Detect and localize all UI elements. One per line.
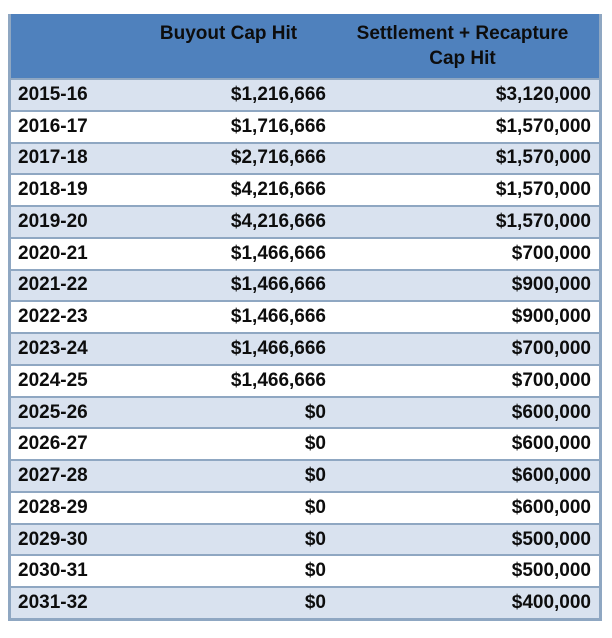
cell-season: 2023-24 [18,338,88,359]
table-row: 2031-32 $0 $400,000 [11,586,599,619]
cell-season: 2022-23 [18,306,88,328]
table-row: 2028-29 $0 $600,000 [11,490,599,523]
cell-buyout: $0 [304,528,326,550]
cell-settlement: $700,000 [511,338,591,359]
cell-settlement: $700,000 [511,369,591,391]
cell-season: 2016-17 [18,115,88,137]
cell-season: 2018-19 [18,179,88,201]
cell-buyout: $2,716,666 [230,147,326,169]
cell-buyout: $1,466,666 [230,274,326,296]
cell-settlement: $1,570,000 [495,210,591,232]
cell-buyout: $1,466,666 [230,369,326,391]
table-row: 2030-31 $0 $500,000 [11,554,599,587]
cell-buyout: $0 [304,496,326,518]
table-row: 2024-25 $1,466,666 $700,000 [11,363,599,396]
cell-settlement: $500,000 [511,528,591,550]
column-header-buyout-label: Buyout Cap Hit [159,23,298,44]
cell-buyout: $1,466,666 [230,242,326,264]
cell-buyout: $1,716,666 [230,115,326,137]
cell-buyout: $1,466,666 [230,306,326,328]
cell-settlement: $700,000 [511,242,591,264]
table-row: 2021-22 $1,466,666 $900,000 [11,268,599,301]
cell-settlement: $600,000 [511,433,591,455]
column-header-buyout: Buyout Cap Hit [131,21,326,46]
cell-settlement: $3,120,000 [495,83,591,105]
cell-settlement: $600,000 [511,465,591,487]
cell-settlement: $1,570,000 [495,179,591,201]
table-row: 2023-24 $1,466,666 $700,000 [11,332,599,364]
cell-buyout: $0 [304,465,326,487]
cell-settlement: $500,000 [511,560,591,582]
table-row: 2020-21 $1,466,666 $700,000 [11,236,599,269]
cell-season: 2017-18 [18,147,88,169]
cell-buyout: $4,216,666 [230,179,326,201]
table-row: 2017-18 $2,716,666 $1,570,000 [11,141,599,174]
cell-settlement: $1,570,000 [495,147,591,169]
table-row: 2027-28 $0 $600,000 [11,459,599,491]
table-row: 2025-26 $0 $600,000 [11,395,599,428]
table-row: 2026-27 $0 $600,000 [11,427,599,460]
cell-season: 2021-22 [18,274,88,296]
column-header-settlement-label: Settlement + Recapture Cap Hit [356,23,569,70]
cell-season: 2015-16 [18,83,88,105]
cap-hit-table: Buyout Cap Hit Settlement + Recapture Ca… [8,14,602,621]
cell-season: 2028-29 [18,496,88,518]
cell-season: 2031-32 [18,592,88,614]
cell-buyout: $4,216,666 [230,210,326,232]
cell-season: 2026-27 [18,433,88,455]
cell-settlement: $600,000 [511,401,591,423]
cell-season: 2019-20 [18,210,88,232]
cell-buyout: $1,216,666 [230,83,326,105]
cell-buyout: $0 [304,592,326,614]
table-header-row: Buyout Cap Hit Settlement + Recapture Ca… [11,14,599,78]
cell-season: 2025-26 [18,401,88,423]
cell-settlement: $900,000 [511,306,591,328]
table-row: 2029-30 $0 $500,000 [11,522,599,555]
cell-settlement: $900,000 [511,274,591,296]
table-row: 2018-19 $4,216,666 $1,570,000 [11,173,599,206]
cell-season: 2020-21 [18,242,88,264]
cell-buyout: $1,466,666 [230,338,326,359]
cell-buyout: $0 [304,433,326,455]
cell-buyout: $0 [304,560,326,582]
cell-settlement: $1,570,000 [495,115,591,137]
cell-season: 2029-30 [18,528,88,550]
table-row: 2022-23 $1,466,666 $900,000 [11,300,599,333]
table-row: 2019-20 $4,216,666 $1,570,000 [11,205,599,237]
column-header-settlement: Settlement + Recapture Cap Hit [326,21,599,72]
table-row: 2015-16 $1,216,666 $3,120,000 [11,78,599,110]
cell-season: 2024-25 [18,369,88,391]
cell-settlement: $400,000 [511,592,591,614]
cell-season: 2030-31 [18,560,88,582]
cell-season: 2027-28 [18,465,88,487]
cell-buyout: $0 [304,401,326,423]
table-row: 2016-17 $1,716,666 $1,570,000 [11,109,599,142]
cell-settlement: $600,000 [511,496,591,518]
